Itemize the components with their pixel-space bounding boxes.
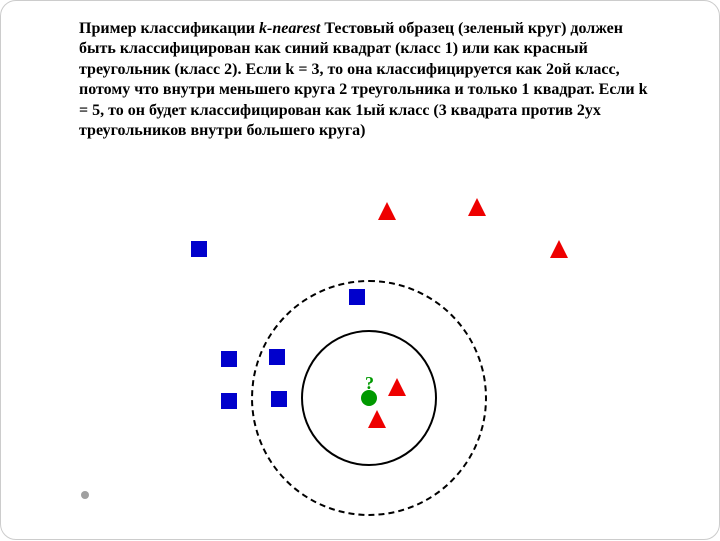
blue-square [349, 289, 365, 305]
red-triangle [550, 240, 568, 258]
blue-square [221, 393, 237, 409]
blue-square [269, 349, 285, 365]
red-triangle [378, 202, 396, 220]
red-triangle [468, 198, 486, 216]
blue-square [191, 241, 207, 257]
red-triangle [368, 410, 386, 428]
knn-diagram: ? [1, 1, 720, 541]
slide-bullet [81, 491, 89, 499]
red-triangle [388, 378, 406, 396]
blue-square [221, 351, 237, 367]
page-frame: Пример классификации k-nearest Тестовый … [0, 0, 720, 540]
question-mark: ? [365, 373, 374, 394]
blue-square [271, 391, 287, 407]
